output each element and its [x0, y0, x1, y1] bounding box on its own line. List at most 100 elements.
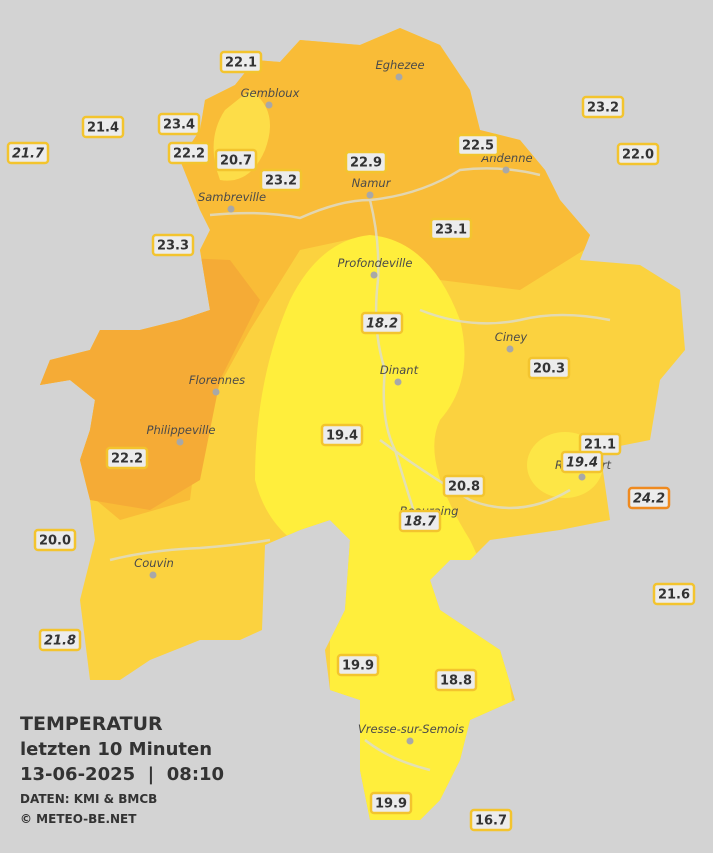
station-value: 22.9 — [350, 156, 382, 171]
legend: TEMPERATUR letzten 10 Minuten 13-06-2025… — [20, 713, 224, 826]
station-value: 21.8 — [44, 634, 76, 649]
station: 18.8 — [434, 668, 478, 692]
station-value: 23.4 — [163, 118, 195, 133]
city-label: Eghezee — [375, 58, 424, 72]
station-box — [369, 791, 413, 815]
station-box — [442, 474, 486, 498]
station: 18.2 — [360, 311, 404, 335]
station-value: 21.6 — [658, 588, 690, 603]
station-box — [581, 95, 625, 119]
city-dot — [370, 271, 378, 279]
station-box — [398, 509, 442, 533]
station-value: 20.8 — [448, 480, 480, 495]
station-box — [214, 148, 258, 172]
station-value: 24.2 — [633, 492, 665, 507]
station-value: 22.2 — [173, 147, 205, 162]
city-dot — [506, 345, 514, 353]
city-label: Dinant — [380, 363, 419, 377]
station: 22.5 — [456, 133, 500, 157]
station-box — [434, 668, 478, 692]
station: 22.2 — [167, 141, 211, 165]
station-box — [6, 141, 50, 165]
station: 18.7 — [398, 509, 442, 533]
station-value: 20.3 — [533, 362, 565, 377]
station: 23.2 — [259, 168, 303, 192]
city-dot — [395, 73, 403, 81]
station-value: 21.4 — [87, 121, 119, 136]
station-box — [157, 112, 201, 136]
station-box — [259, 168, 303, 192]
station-box — [560, 450, 604, 474]
station: 23.2 — [581, 95, 625, 119]
station-box — [527, 356, 571, 380]
city-dot — [578, 473, 586, 481]
station-box — [38, 628, 82, 652]
station: 20.7 — [214, 148, 258, 172]
station-box — [429, 217, 473, 241]
station-box — [456, 133, 500, 157]
station: 21.8 — [38, 628, 82, 652]
station-box — [219, 50, 263, 74]
legend-title: TEMPERATUR — [20, 713, 163, 735]
station: 22.9 — [344, 150, 388, 174]
station-box — [167, 141, 211, 165]
city-dot — [366, 191, 374, 199]
city-label: Gembloux — [241, 86, 300, 100]
legend-copyright: © METEO-BE.NET — [20, 812, 137, 826]
station: 19.9 — [369, 791, 413, 815]
station: 21.7 — [6, 141, 50, 165]
city-dot — [212, 388, 220, 396]
station-box — [33, 528, 77, 552]
station-value: 18.7 — [404, 515, 437, 530]
station-box — [360, 311, 404, 335]
station-box — [627, 486, 671, 510]
station-box — [320, 423, 364, 447]
city-label: Philippeville — [147, 423, 216, 437]
station-value: 19.9 — [342, 659, 374, 674]
station-value: 23.2 — [265, 174, 297, 189]
city-label: Ciney — [495, 330, 528, 344]
city-dot — [176, 438, 184, 446]
station: 20.8 — [442, 474, 486, 498]
station-value: 22.5 — [462, 139, 494, 154]
station-value: 21.1 — [584, 438, 616, 453]
station-value: 16.7 — [475, 814, 507, 829]
station: 22.1 — [219, 50, 263, 74]
station-value: 20.0 — [39, 534, 71, 549]
station: 24.2 — [627, 486, 671, 510]
station: 21.6 — [652, 582, 696, 606]
city-dot — [502, 166, 510, 174]
station-box — [105, 446, 149, 470]
station-box — [469, 808, 513, 832]
station-box — [151, 233, 195, 257]
station-value: 19.4 — [566, 456, 598, 471]
station: 22.2 — [105, 446, 149, 470]
station-box — [652, 582, 696, 606]
station-value: 23.1 — [435, 223, 467, 238]
station-value: 19.4 — [326, 429, 358, 444]
city-label: Sambreville — [198, 190, 266, 204]
legend-datetime: 13-06-2025 | 08:10 — [20, 764, 224, 785]
station-value: 18.8 — [440, 674, 472, 689]
city-label: Couvin — [134, 556, 174, 570]
station: 19.4 — [560, 450, 604, 474]
station: 21.4 — [81, 115, 125, 139]
city-label: Profondeville — [338, 256, 413, 270]
legend-source: DATEN: KMI & BMCB — [20, 792, 157, 806]
station-value: 23.3 — [157, 239, 189, 254]
legend-period: letzten 10 Minuten — [20, 739, 212, 760]
station-value: 22.2 — [111, 452, 143, 467]
city-label: Florennes — [189, 373, 245, 387]
station-box — [81, 115, 125, 139]
city-dot — [394, 378, 402, 386]
station-value: 22.1 — [225, 56, 257, 71]
station-value: 22.0 — [622, 148, 654, 163]
station: 20.0 — [33, 528, 77, 552]
city-dot — [265, 101, 273, 109]
station: 22.0 — [616, 142, 660, 166]
station-box — [336, 653, 380, 677]
station: 16.7 — [469, 808, 513, 832]
station-value: 19.9 — [375, 797, 407, 812]
station-value: 20.7 — [220, 154, 252, 169]
station-layer: 22.1 23.4 21.4 21.7 22.2 20.7 23.2 22.9 22.5 23.2… — [6, 50, 696, 832]
